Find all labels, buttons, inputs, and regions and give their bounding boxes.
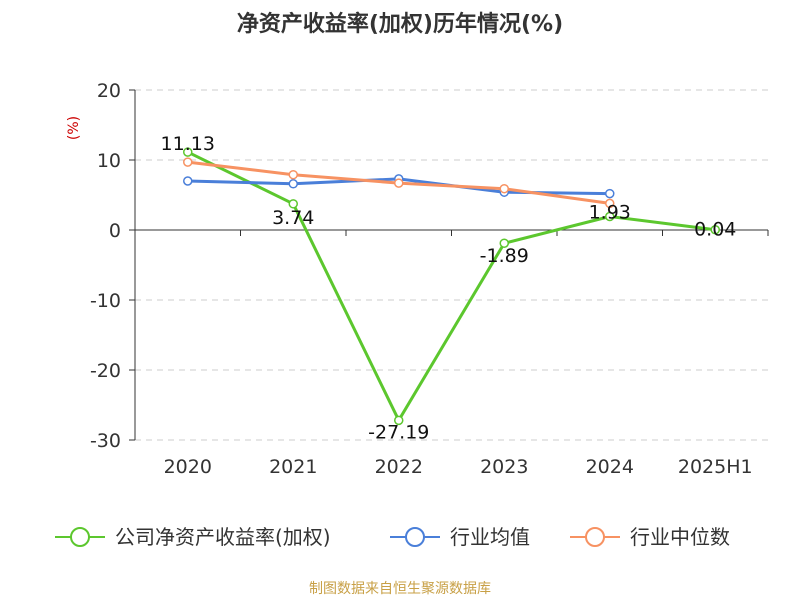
legend-label: 公司净资产收益率(加权)	[115, 525, 331, 549]
data-point	[394, 415, 404, 426]
data-label: 3.74	[272, 207, 314, 229]
data-labels: 11.13 3.74 -27.19 -1.89 1.93 0.04	[161, 133, 737, 443]
data-label: 1.93	[589, 201, 631, 223]
data-point	[710, 224, 720, 235]
data-point	[183, 147, 193, 157]
y-tick-label: -10	[90, 290, 121, 312]
data-point	[499, 238, 509, 248]
x-tick-label: 2022	[375, 456, 423, 478]
series-lines	[183, 147, 720, 426]
x-tick-label: 2020	[164, 456, 212, 478]
data-point	[183, 157, 193, 167]
x-tick-label: 2024	[586, 456, 634, 478]
data-point	[183, 176, 193, 186]
data-point	[605, 198, 615, 209]
axes: 20 10 0 -10 -20 -30 2020 2021 2022 2023 2024 2025H1…	[66, 80, 769, 478]
y-tick-label: 0	[109, 220, 121, 242]
data-label: 0.04	[694, 219, 736, 241]
data-label: -27.19	[368, 421, 429, 443]
data-point	[288, 179, 298, 189]
y-tick-label: -20	[90, 360, 121, 382]
data-point	[499, 183, 509, 194]
data-label: 11.13	[161, 133, 215, 155]
legend: 公司净资产收益率(加权) 行业均值 行业中位数	[55, 525, 730, 549]
data-point	[605, 211, 615, 222]
chart-title: 净资产收益率(加权)历年情况(%)	[236, 12, 564, 37]
data-point	[394, 178, 404, 188]
data-point	[288, 169, 298, 180]
y-axis-unit-label: (%)	[66, 116, 82, 140]
x-tick-label: 2025H1	[678, 456, 753, 478]
data-point	[288, 199, 298, 209]
x-tick-label: 2023	[480, 456, 528, 478]
legend-swatch-marker	[585, 527, 605, 547]
legend-swatch-marker	[70, 527, 90, 547]
legend-swatch-marker	[405, 527, 425, 547]
data-label: -1.89	[480, 245, 529, 267]
series-line	[187, 150, 716, 422]
source-note: 制图数据来自恒生聚源数据库	[309, 581, 491, 597]
data-point	[605, 188, 615, 199]
x-tick-label: 2021	[269, 456, 317, 478]
y-tick-label: 10	[97, 150, 121, 172]
legend-label: 行业均值	[450, 525, 530, 549]
y-tick-label: 20	[97, 80, 121, 102]
legend-label: 行业中位数	[630, 525, 730, 549]
y-tick-label: -30	[90, 430, 121, 452]
grid-lines	[135, 89, 768, 441]
